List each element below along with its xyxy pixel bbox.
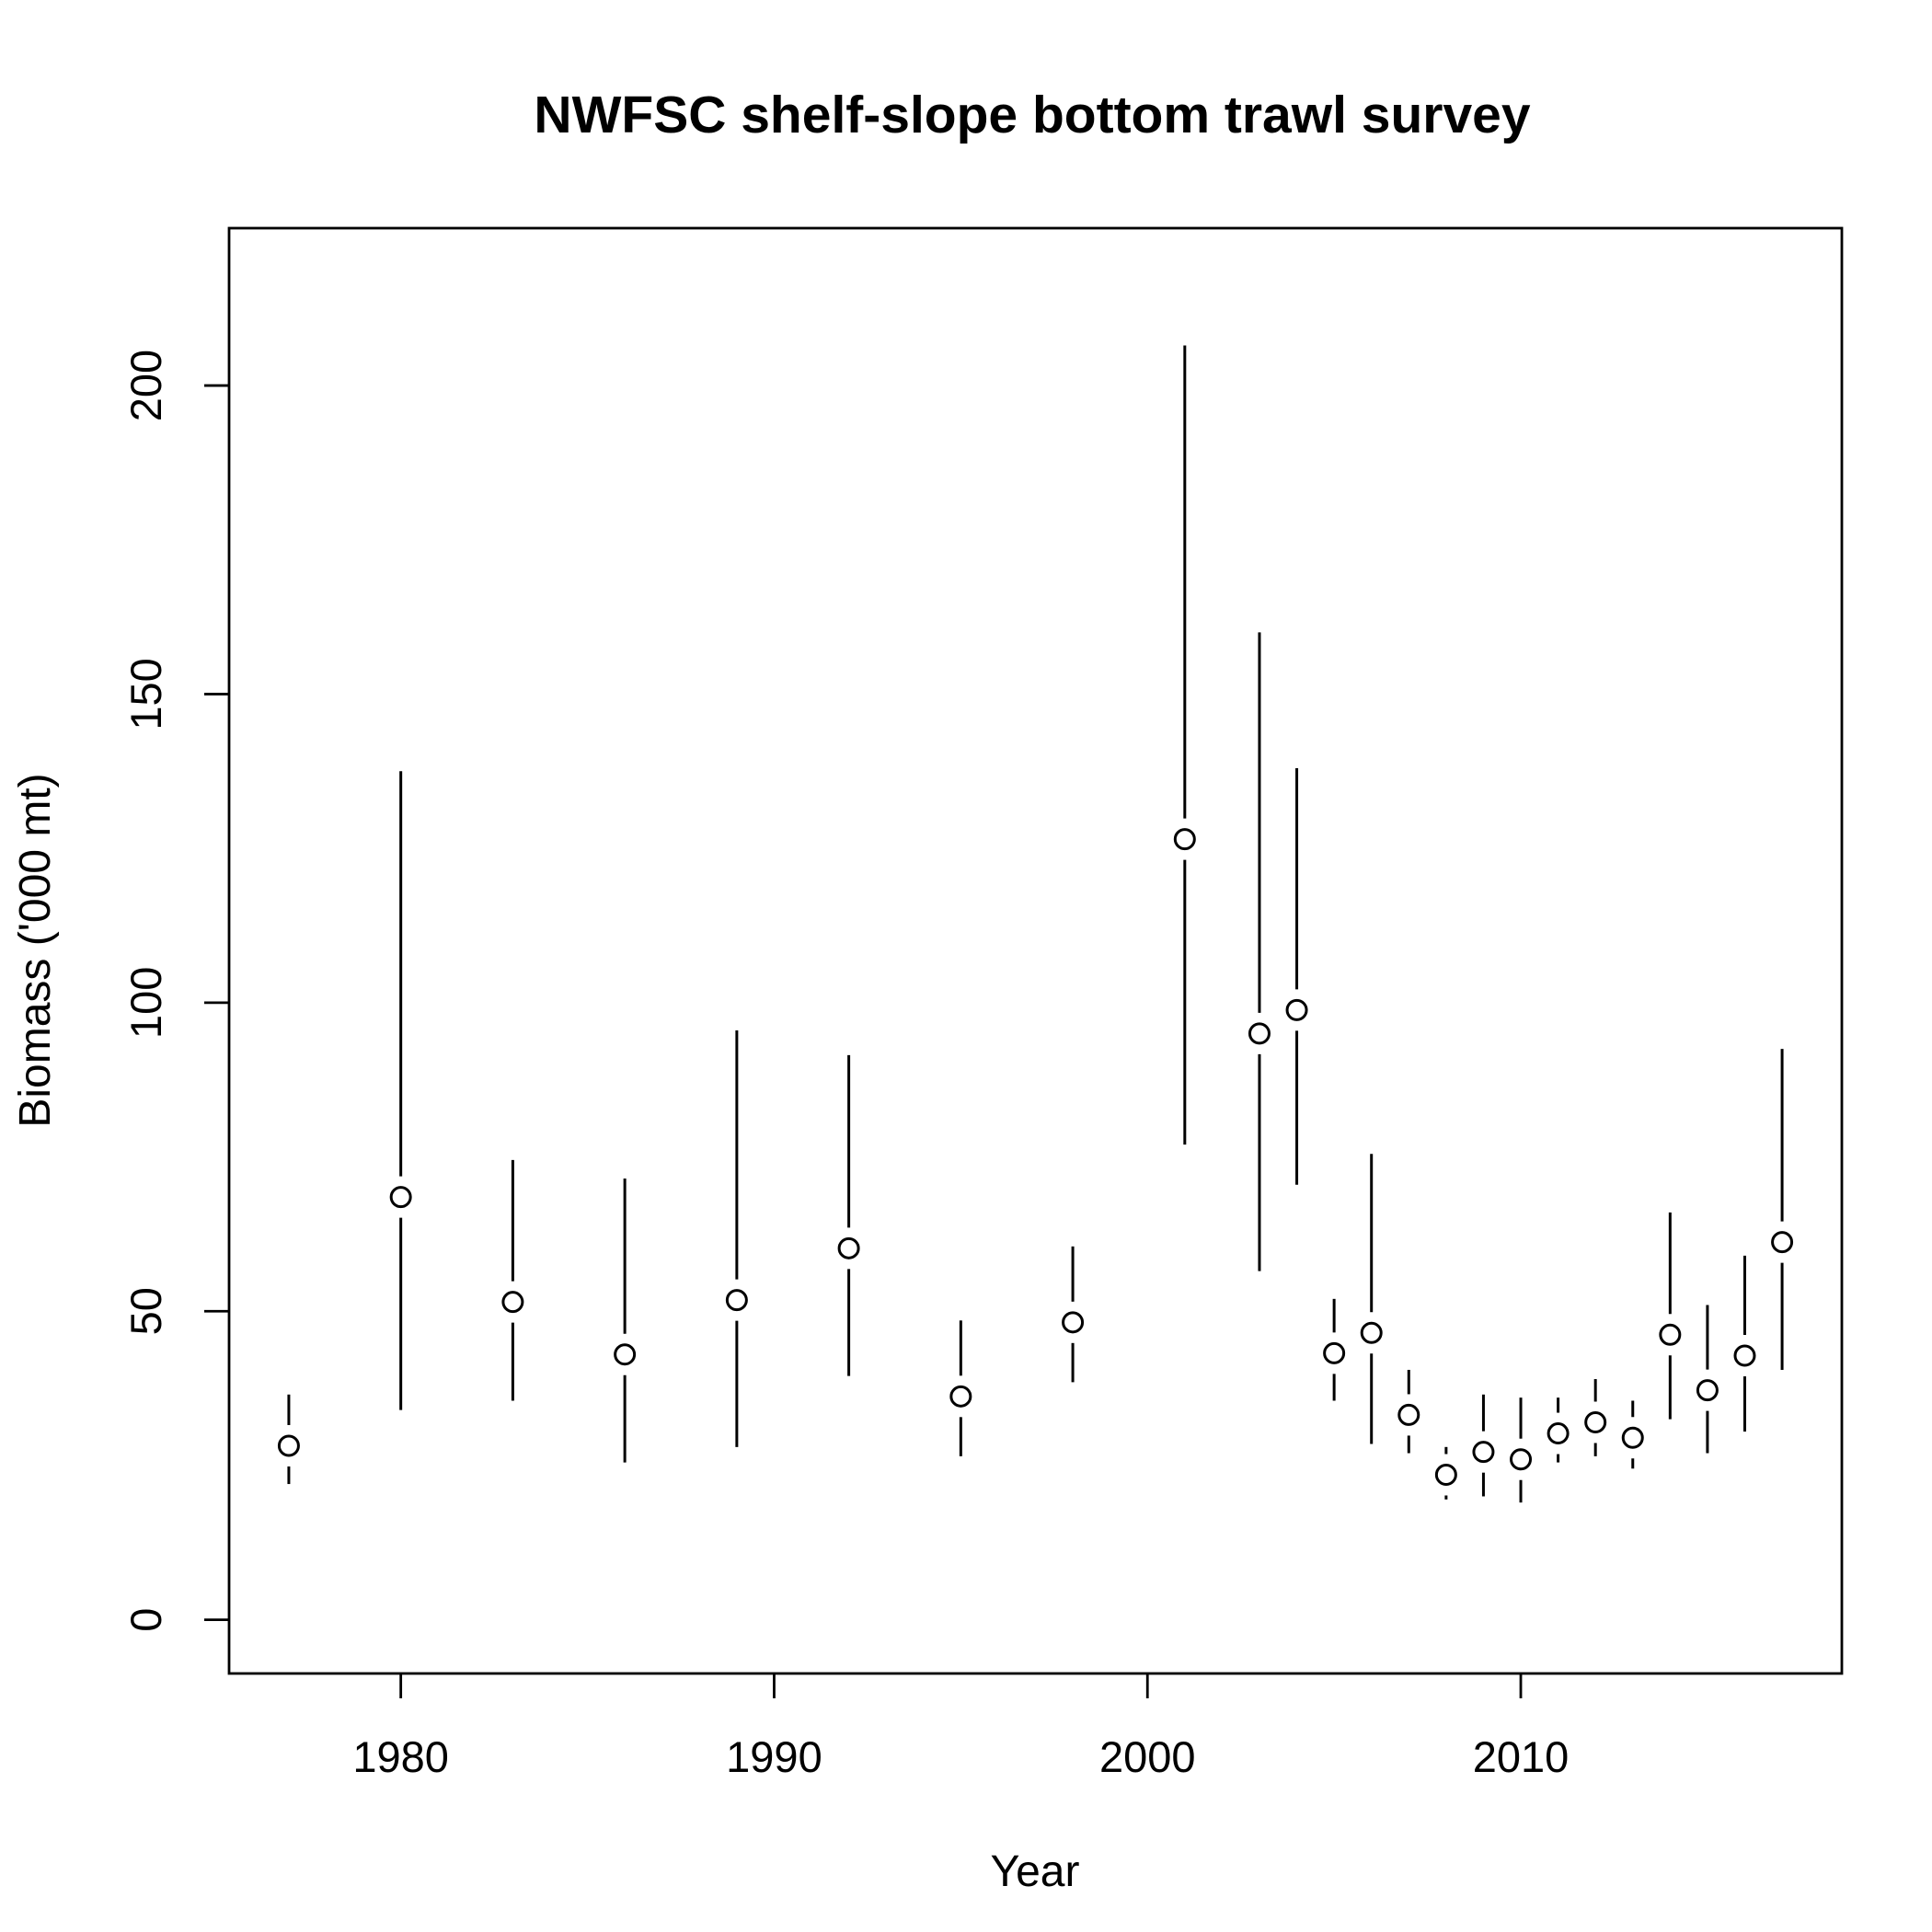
data-point bbox=[1621, 1426, 1644, 1449]
data-point bbox=[1771, 1231, 1794, 1254]
data-point bbox=[1397, 1403, 1420, 1426]
data-point bbox=[1696, 1379, 1719, 1402]
data-point bbox=[501, 1291, 524, 1314]
data-point bbox=[614, 1343, 637, 1366]
data-point bbox=[1584, 1410, 1607, 1433]
data-point bbox=[389, 1186, 412, 1209]
data-point bbox=[1248, 1022, 1271, 1045]
x-tick-label: 2010 bbox=[1473, 1732, 1570, 1781]
data-point bbox=[837, 1236, 860, 1259]
data-point bbox=[725, 1289, 748, 1312]
data-point bbox=[1323, 1341, 1346, 1364]
y-tick-label: 50 bbox=[121, 1287, 170, 1335]
x-axis: 1980 1990 2000 2010 bbox=[352, 1673, 1569, 1781]
y-axis: 0 50 100 150 200 bbox=[121, 350, 229, 1632]
data-point bbox=[1547, 1422, 1570, 1445]
x-axis-label: Year bbox=[991, 1847, 1080, 1896]
data-point bbox=[1173, 828, 1196, 851]
data-point bbox=[1360, 1321, 1383, 1344]
data-point bbox=[1659, 1323, 1682, 1346]
data-point bbox=[1733, 1344, 1756, 1367]
data-point bbox=[1434, 1464, 1457, 1487]
data-point bbox=[1472, 1441, 1495, 1464]
y-tick-label: 200 bbox=[121, 350, 170, 421]
y-tick-label: 150 bbox=[121, 658, 170, 730]
chart-title: NWFSC shelf-slope bottom trawl survey bbox=[534, 86, 1530, 144]
plot-frame bbox=[227, 226, 1844, 1675]
x-tick-label: 1990 bbox=[726, 1732, 822, 1781]
y-tick-label: 0 bbox=[121, 1608, 170, 1632]
x-tick-label: 1980 bbox=[352, 1732, 449, 1781]
data-point bbox=[277, 1434, 300, 1457]
data-point bbox=[1510, 1448, 1533, 1471]
data-point bbox=[1062, 1311, 1085, 1334]
data-point bbox=[949, 1385, 972, 1408]
x-tick-label: 2000 bbox=[1099, 1732, 1196, 1781]
data-point bbox=[1285, 998, 1308, 1021]
y-tick-label: 100 bbox=[121, 967, 170, 1039]
data-series bbox=[277, 345, 1794, 1503]
y-axis-label: Biomass ('000 mt) bbox=[11, 773, 60, 1127]
